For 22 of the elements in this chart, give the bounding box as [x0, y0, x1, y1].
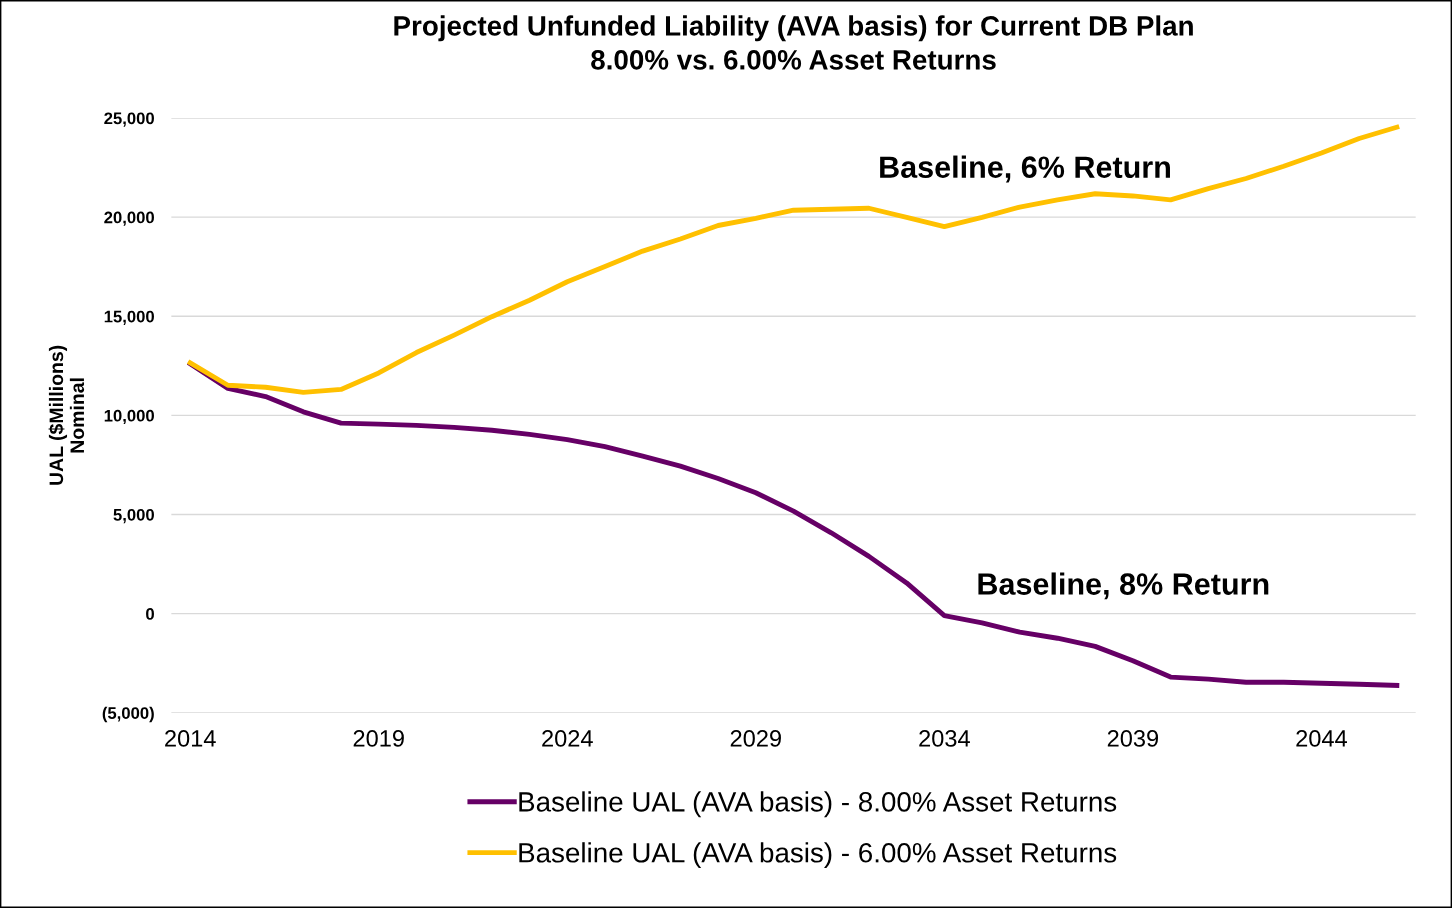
y-tick-label: 20,000	[104, 211, 154, 226]
x-tick-label: 2039	[1107, 730, 1159, 747]
y-tick-label: (5,000)	[102, 706, 154, 723]
legend-label: Baseline UAL (AVA basis) - 8.00% Asset Returns	[519, 791, 1117, 818]
x-tick-label: 2019	[353, 730, 404, 747]
y-tick-label: 15,000	[104, 310, 154, 325]
annotation: Baseline, 6% Return	[880, 155, 1170, 183]
y-tick-label: 5,000	[113, 508, 154, 524]
y-axis-title: UAL ($Millions) Nominal	[48, 345, 85, 485]
x-tick-label: 2034	[919, 730, 970, 747]
legend-label: Baseline UAL (AVA basis) - 6.00% Asset Returns	[519, 842, 1117, 869]
y-tick-label: 10,000	[104, 409, 154, 425]
x-tick-label: 2029	[730, 730, 781, 747]
y-tick-label: 0	[146, 608, 154, 620]
line-series	[187, 361, 1400, 688]
x-tick-label: 2044	[1296, 730, 1347, 747]
chart-title: Projected Unfunded Liability (AVA basis) for Current DB Plan 8.00% vs. 6.00% Asset Returns	[394, 15, 1193, 70]
y-tick-label: 25,000	[104, 112, 154, 127]
annotation: Baseline, 8% Return	[978, 572, 1269, 600]
line-series	[187, 124, 1400, 395]
x-tick-label: 2024	[542, 730, 593, 747]
x-tick-label: 2014	[165, 730, 216, 747]
